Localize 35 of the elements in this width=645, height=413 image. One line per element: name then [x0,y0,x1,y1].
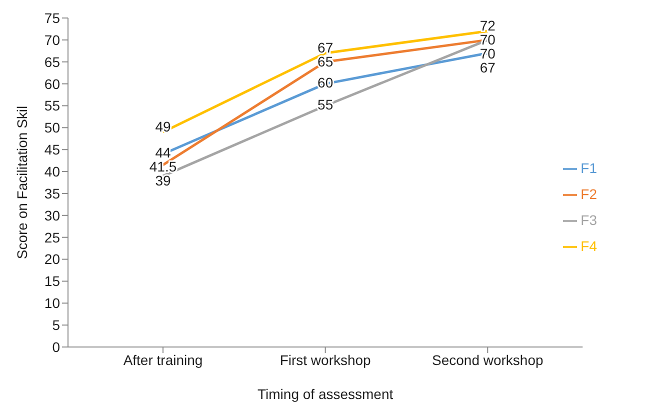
data-label: 41.5 [149,158,177,175]
y-tick-label: 75 [44,10,60,26]
data-label: 55 [318,96,334,112]
legend-label: F2 [580,186,597,202]
data-label: 70 [480,45,496,62]
y-tick-label: 25 [44,229,60,246]
y-tick-label: 45 [44,142,60,158]
legend-label: F4 [580,238,597,254]
y-tick-label: 55 [44,98,60,114]
data-label: 72 [480,17,496,34]
y-tick-label: 70 [44,32,60,48]
x-tick-label: After training [123,352,203,368]
data-label: 39 [155,172,171,189]
y-tick-label: 10 [44,295,60,312]
y-tick-label: 40 [44,164,60,180]
y-tick-label: 20 [44,251,60,268]
y-tick-label: 30 [44,207,60,224]
data-label: 67 [480,59,496,76]
legend-label: F1 [580,160,597,176]
x-tick-label: First workshop [280,352,372,368]
legend-label: F3 [580,212,597,228]
y-tick-label: 0 [52,338,60,355]
x-tick-label: Second workshop [432,352,544,368]
data-label: 49 [155,118,171,134]
data-label: 67 [318,39,334,56]
data-label: 70 [480,31,496,48]
y-tick-label: 65 [44,54,60,70]
data-label: 44 [155,144,171,161]
x-axis-title: Timing of assessment [258,386,394,402]
y-tick-label: 60 [44,76,60,92]
y-tick-label: 15 [44,273,60,290]
y-tick-label: 5 [52,317,60,334]
y-axis-title: Score on Facilitation Skil [14,106,30,260]
y-tick-label: 50 [44,120,60,136]
y-tick-label: 35 [44,185,60,202]
